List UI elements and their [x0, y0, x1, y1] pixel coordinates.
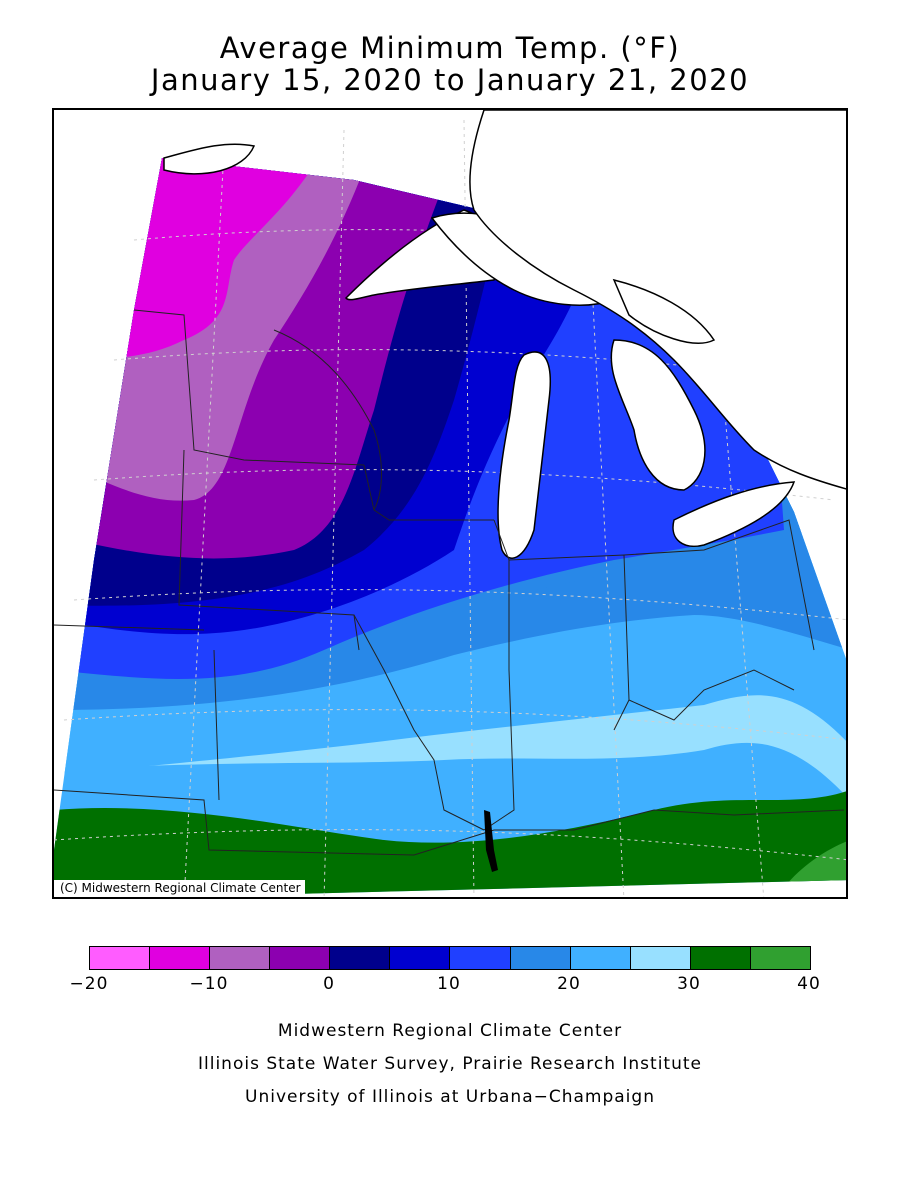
color-legend — [89, 946, 811, 970]
legend-tick-label: 20 — [557, 974, 581, 994]
legend-swatch — [690, 947, 751, 969]
boundary-in-oh-mi — [508, 554, 630, 731]
boundary-ia-mo-il — [353, 614, 485, 831]
legend-tick-label: 40 — [797, 974, 821, 994]
boundary-ne-ks — [54, 624, 205, 631]
legend-swatch — [150, 947, 211, 969]
map-canvas — [54, 110, 846, 897]
canada-land — [469, 110, 846, 490]
legend-swatch — [90, 947, 151, 969]
temperature-map: (C) Midwestern Regional Climate Center — [52, 108, 848, 899]
map-credit: (C) Midwestern Regional Climate Center — [54, 880, 305, 897]
legend-bar — [89, 946, 811, 970]
map-date-range: January 15, 2020 to January 21, 2020 — [150, 63, 750, 97]
legend-tick-label: 10 — [437, 974, 461, 994]
legend-swatch — [330, 947, 391, 969]
mississippi-river — [484, 810, 498, 872]
legend-swatch — [570, 947, 631, 969]
footer-university: University of Illinois at Urbana−Champai… — [245, 1087, 655, 1107]
lake-of-the-woods — [163, 143, 256, 175]
legend-tick-label: −10 — [189, 974, 229, 994]
legend-tick-label: −20 — [69, 974, 109, 994]
footer-survey: Illinois State Water Survey, Prairie Res… — [198, 1054, 702, 1074]
boundary-ks-mo-ok — [54, 789, 415, 856]
state-boundaries — [54, 309, 845, 856]
legend-tick-label: 30 — [677, 974, 701, 994]
lake-michigan — [497, 351, 551, 559]
boundary-wi-mi-river — [273, 329, 382, 511]
band-30-35 — [54, 790, 846, 897]
legend-swatch — [510, 947, 571, 969]
legend-tick-label: 0 — [323, 974, 335, 994]
boundary-mn-wi-ia — [363, 464, 494, 521]
boundary-nd-sd-mn — [133, 309, 365, 466]
boundary-il-in — [483, 519, 515, 831]
boundary-oh-ky-wv — [628, 669, 795, 721]
lake-huron — [610, 339, 706, 491]
river-segment — [484, 810, 498, 872]
lake-erie — [672, 481, 796, 547]
boundary-ne-ks-mo — [213, 649, 220, 801]
legend-swatch — [750, 947, 810, 969]
boundary-ky-tn — [413, 809, 845, 856]
legend-swatch — [450, 947, 511, 969]
legend-swatch — [210, 947, 271, 969]
map-title: Average Minimum Temp. (°F) — [219, 31, 681, 65]
footer-organization: Midwestern Regional Climate Center — [277, 1021, 623, 1041]
legend-swatch — [390, 947, 451, 969]
boundary-mi-oh-pa — [623, 519, 815, 651]
michigan-upper-peninsula-north — [612, 278, 716, 344]
legend-swatch — [270, 947, 331, 969]
boundary-sd-ne-ia — [178, 449, 360, 651]
legend-swatch — [630, 947, 691, 969]
